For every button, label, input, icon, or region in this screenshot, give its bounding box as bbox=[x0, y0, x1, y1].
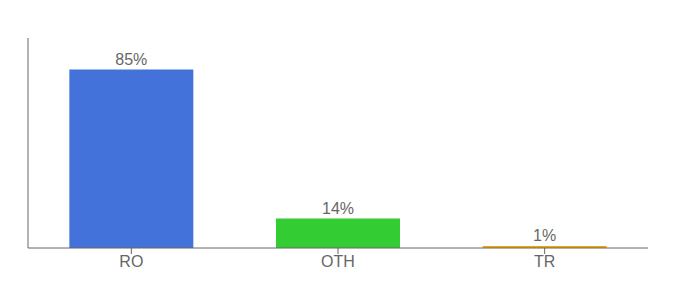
svg-text:1%: 1% bbox=[533, 227, 556, 244]
svg-text:14%: 14% bbox=[322, 200, 354, 217]
svg-text:OTH: OTH bbox=[321, 253, 355, 270]
svg-text:RO: RO bbox=[119, 253, 143, 270]
svg-text:85%: 85% bbox=[115, 51, 147, 68]
svg-text:TR: TR bbox=[534, 253, 555, 270]
